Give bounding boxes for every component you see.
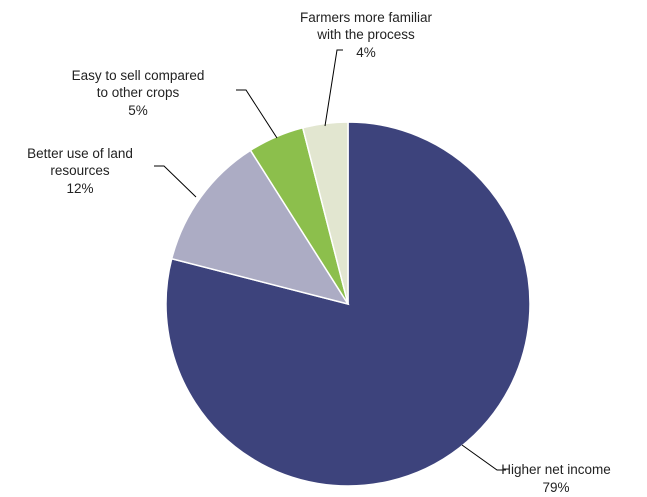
leader-line-higher-net-income — [461, 444, 506, 471]
slice-label-better-use-of-land-line1: Better use of land — [27, 146, 133, 161]
slice-label-farmers-familiar-line2: with the process — [316, 27, 415, 42]
pie-slice-better-use-of-land-resources — [170, 149, 350, 306]
slice-label-better-use-of-land-line2: resources — [50, 163, 110, 178]
slice-label-higher-net-income: Higher net income — [501, 462, 611, 477]
leader-lines — [154, 49, 506, 471]
pie-slices — [165, 121, 531, 487]
slice-label-easy-to-sell-line2: to other crops — [97, 85, 180, 100]
pie-slice-higher-net-income — [165, 121, 531, 487]
slice-label-easy-to-sell-line1: Easy to sell compared — [72, 68, 205, 83]
slice-value-farmers-familiar: 4% — [356, 45, 376, 60]
slice-label-farmers-familiar-line1: Farmers more familiar — [300, 10, 433, 25]
leader-line-farmers-familiar — [324, 49, 343, 127]
slice-value-higher-net-income: 79% — [542, 480, 569, 495]
leader-line-easy-to-sell — [236, 89, 278, 139]
leader-line-better-use-of-land — [154, 165, 197, 198]
slice-value-easy-to-sell: 5% — [128, 103, 148, 118]
slice-value-better-use-of-land: 12% — [66, 181, 93, 196]
